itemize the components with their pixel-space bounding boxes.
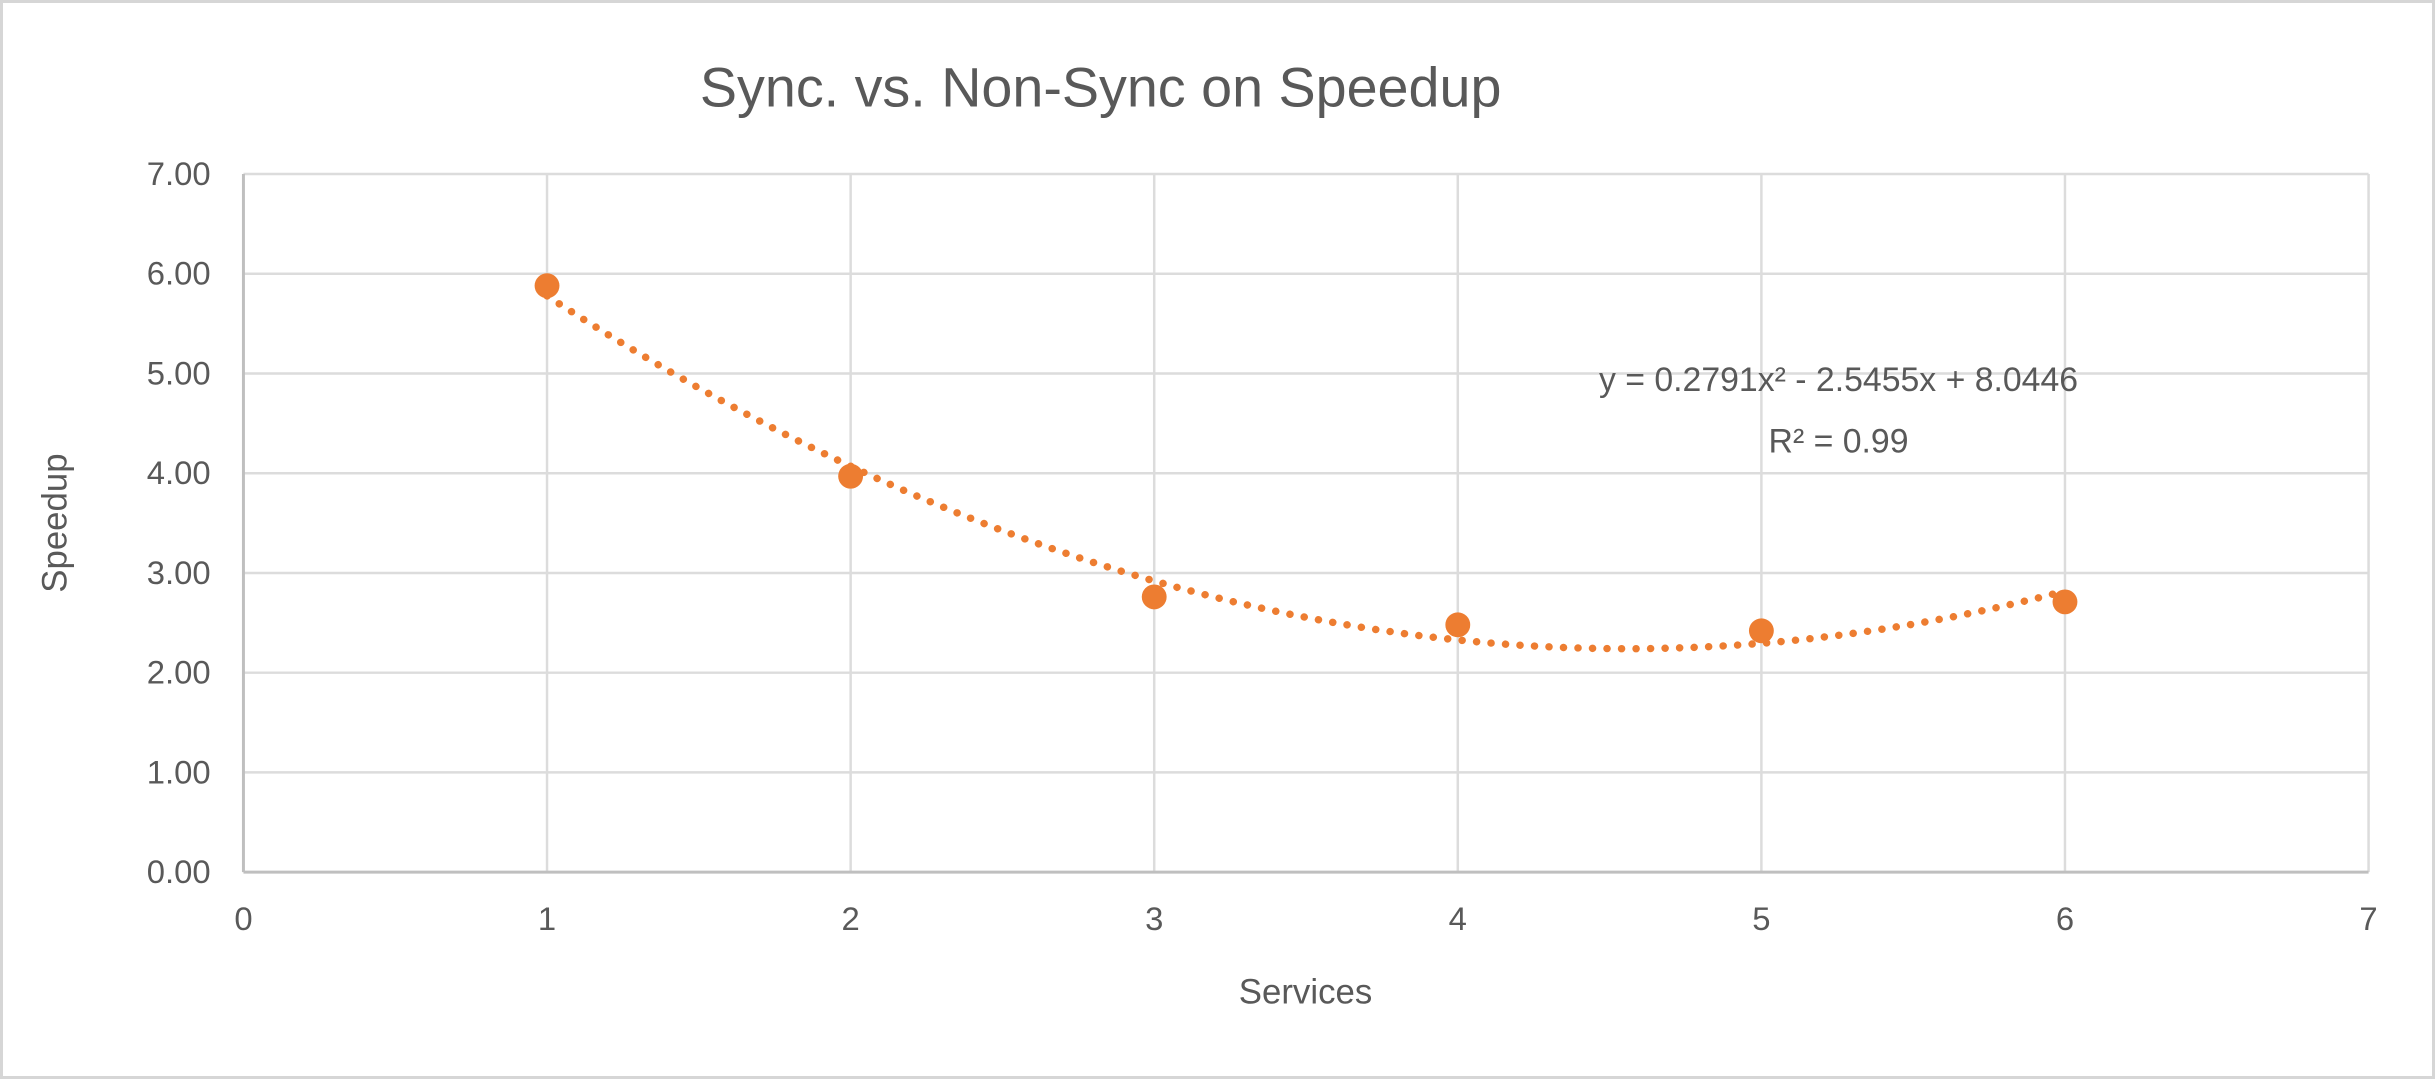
data-point: [1141, 584, 1167, 610]
y-tick-label: 4.00: [147, 454, 211, 491]
trendline-dotted: [543, 292, 2069, 653]
x-tick-label: 3: [1145, 900, 1163, 937]
x-tick-label: 0: [234, 900, 252, 937]
x-tick-label: 7: [2359, 900, 2377, 937]
data-point: [1445, 612, 1471, 638]
trendline-r-squared-label: R² = 0.99: [1769, 422, 1909, 460]
x-tick-label: 2: [841, 900, 859, 937]
axis-lines: [241, 174, 2369, 874]
x-axis-tick-labels: 0 1 2 3 4 5 6 7: [234, 900, 2377, 937]
x-tick-label: 5: [1752, 900, 1770, 937]
y-tick-label: 3.00: [147, 554, 211, 591]
data-point: [534, 273, 560, 299]
data-point: [1748, 618, 1774, 644]
x-axis-title: Services: [1239, 972, 1372, 1011]
y-tick-label: 6.00: [147, 255, 211, 292]
y-tick-label: 7.00: [147, 155, 211, 192]
y-tick-label: 0.00: [147, 853, 211, 890]
scatter-chart: 0 1 2 3 4 5 6 7 0.00 1.00 2.00 3.00 4.00 5.00 6.00 7.0…: [35, 56, 2377, 1011]
x-tick-label: 6: [2056, 900, 2074, 937]
y-tick-label: 1.00: [147, 753, 211, 790]
trendline-equation-label: y = 0.2791x² - 2.5455x + 8.0446: [1599, 361, 2078, 399]
y-tick-label: 2.00: [147, 654, 211, 691]
y-tick-label: 5.00: [147, 354, 211, 391]
data-point: [2052, 589, 2078, 615]
x-tick-label: 4: [1449, 900, 1467, 937]
chart-title: Sync. vs. Non-Sync on Speedup: [700, 56, 1502, 118]
data-point: [838, 463, 864, 489]
x-tick-label: 1: [538, 900, 556, 937]
data-points: [534, 273, 2078, 644]
y-axis-tick-labels: 0.00 1.00 2.00 3.00 4.00 5.00 6.00 7.00: [147, 155, 211, 890]
y-axis-title: Speedup: [35, 453, 74, 592]
gridlines: [243, 172, 2370, 873]
